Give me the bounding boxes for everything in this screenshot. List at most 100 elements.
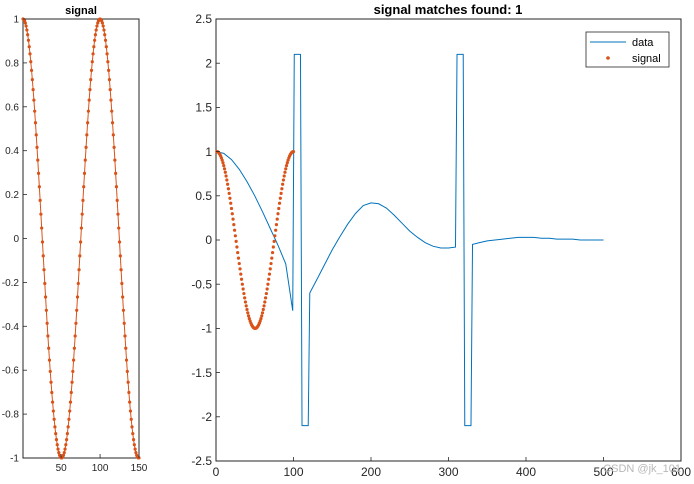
signal-series-point bbox=[273, 234, 277, 238]
signal-series-point bbox=[260, 314, 264, 318]
y-tick-label: 2.5 bbox=[195, 12, 212, 26]
signal-series-point bbox=[124, 346, 128, 350]
signal-series-point bbox=[246, 314, 251, 318]
signal-series-point bbox=[90, 60, 94, 64]
signal-series-point bbox=[49, 380, 53, 384]
signal-series-point bbox=[57, 451, 61, 455]
signal-series-point bbox=[55, 443, 59, 447]
signal-series-point bbox=[82, 171, 87, 175]
signal-series-point bbox=[24, 24, 28, 28]
y-tick-label: -1.5 bbox=[191, 366, 212, 380]
signal-series-point bbox=[274, 228, 278, 232]
signal-series-point bbox=[65, 437, 69, 442]
signal-series-point bbox=[64, 443, 68, 447]
signal-series-point bbox=[118, 254, 122, 258]
signal-series-point bbox=[47, 358, 52, 362]
signal-series-point bbox=[270, 250, 275, 255]
legend-signal-marker bbox=[606, 56, 610, 60]
signal-series-point bbox=[108, 87, 112, 92]
signal-series-point bbox=[238, 267, 242, 271]
signal-series-point bbox=[121, 308, 126, 312]
signal-series-line bbox=[22, 18, 139, 459]
signal-series-point bbox=[94, 28, 98, 32]
x-tick-label: 50 bbox=[56, 463, 68, 474]
signal-series-point bbox=[121, 295, 125, 299]
x-tick-label: 500 bbox=[593, 465, 613, 479]
signal-series-point bbox=[67, 417, 71, 421]
signal-series-point bbox=[88, 87, 92, 92]
signal-series-point bbox=[114, 185, 119, 189]
signal-series-point bbox=[237, 261, 241, 266]
signal-series-point bbox=[129, 417, 133, 421]
signal-series-point bbox=[245, 307, 249, 312]
signal-series-point bbox=[87, 98, 91, 102]
x-tick-label: 0 bbox=[213, 465, 220, 479]
signal-series-point bbox=[220, 158, 224, 162]
matches-title: signal matches found: 1 bbox=[374, 2, 523, 17]
signal-series-point bbox=[234, 239, 238, 243]
signal-series-point bbox=[277, 206, 281, 211]
signal-series-point bbox=[83, 158, 87, 162]
signal-series-point bbox=[116, 212, 120, 216]
y-tick-label: -1 bbox=[201, 322, 212, 336]
signal-y-ticks: -1 -0.8 -0.6 -0.4 -0.2 0 0.2 0.4 0.6 0.8 1 bbox=[2, 15, 27, 465]
matches-x-ticks: 0 100 200 300 400 500 600 bbox=[213, 457, 691, 479]
signal-series-point bbox=[223, 170, 227, 174]
signal-series-point bbox=[232, 223, 236, 227]
y-tick-label: -0.2 bbox=[2, 278, 20, 289]
signal-series-point bbox=[63, 447, 67, 451]
signal-series-point bbox=[285, 161, 289, 165]
signal-series-point bbox=[44, 308, 48, 312]
signal-series-point bbox=[122, 321, 126, 325]
signal-series-point bbox=[72, 346, 76, 350]
signal-series-point bbox=[224, 174, 228, 178]
signal-series-point bbox=[229, 206, 234, 211]
y-tick-label: 1 bbox=[205, 145, 212, 159]
signal-series-point bbox=[85, 133, 89, 137]
signal-series-point bbox=[280, 187, 284, 191]
signal-series-point bbox=[75, 308, 79, 312]
signal-series-point bbox=[117, 240, 122, 244]
signal-series-point bbox=[233, 234, 237, 238]
signal-series-point bbox=[76, 281, 80, 286]
signal-series-point bbox=[65, 432, 69, 436]
data-series-line bbox=[215, 53, 604, 427]
signal-series-point bbox=[128, 400, 132, 404]
signal-series-point bbox=[26, 38, 31, 42]
signal-series-point bbox=[89, 68, 94, 72]
signal-series-point bbox=[82, 185, 86, 189]
y-tick-label: -0.4 bbox=[2, 322, 20, 333]
signal-series-point bbox=[103, 38, 108, 42]
signal-series-point bbox=[93, 33, 97, 37]
signal-title: signal bbox=[65, 5, 97, 17]
signal-series-point bbox=[276, 212, 280, 216]
x-tick-label: 100 bbox=[283, 465, 303, 479]
signal-series-point bbox=[227, 191, 231, 195]
signal-series-point bbox=[30, 78, 34, 82]
signal-series-point bbox=[71, 369, 75, 374]
signal-series-point bbox=[240, 282, 244, 286]
signal-series-point bbox=[29, 68, 34, 72]
signal-series-point bbox=[127, 390, 131, 395]
signal-series-point bbox=[275, 217, 279, 221]
signal-series-point bbox=[235, 245, 239, 249]
signal-series-point bbox=[54, 437, 59, 442]
signal-series-point bbox=[33, 121, 38, 125]
signal-series-point bbox=[68, 400, 73, 404]
signal-series-point bbox=[244, 304, 248, 308]
signal-series-point bbox=[225, 178, 229, 182]
signal-series-point bbox=[33, 109, 37, 113]
signal-series-point bbox=[42, 268, 46, 272]
signal-series-point bbox=[56, 447, 60, 451]
signal-series-point bbox=[43, 295, 48, 299]
signal-series-point bbox=[291, 150, 296, 154]
signal-series-point bbox=[36, 158, 40, 162]
signal-series-point bbox=[283, 170, 287, 174]
signal-series-point bbox=[106, 60, 110, 64]
signal-series-point bbox=[236, 256, 241, 260]
signal-series-point bbox=[69, 390, 73, 395]
signal-series-point bbox=[34, 133, 38, 137]
signal-series-point bbox=[80, 212, 84, 216]
matches-axes: signal matches found: 1 0 100 200 300 400 500… bbox=[191, 2, 691, 479]
signal-series-point bbox=[23, 21, 27, 25]
